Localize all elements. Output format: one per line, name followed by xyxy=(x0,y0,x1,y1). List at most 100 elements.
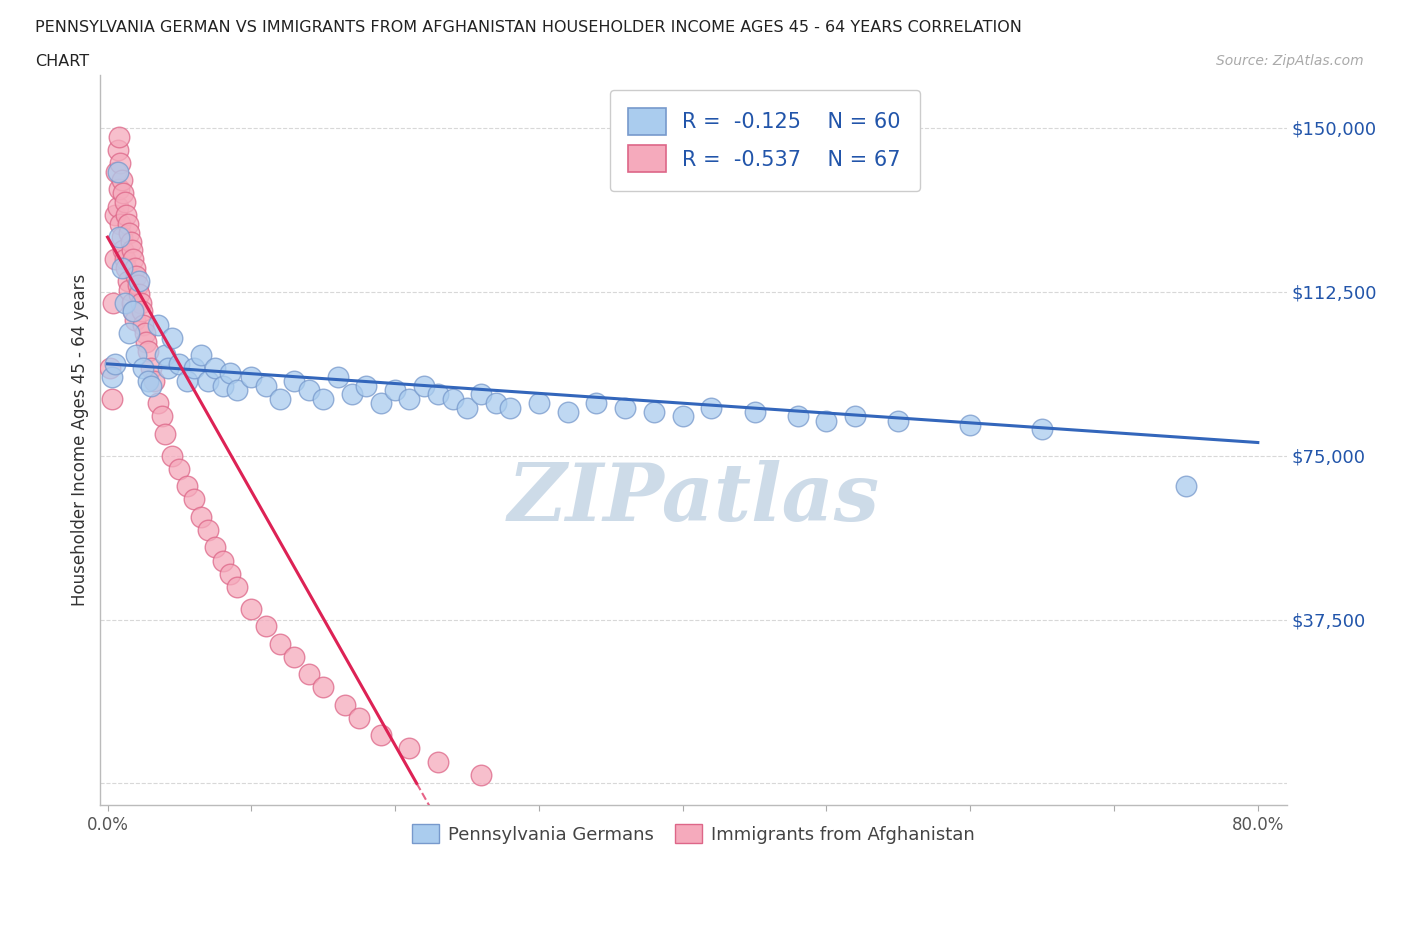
Point xyxy=(183,361,205,376)
Point xyxy=(211,553,233,568)
Point xyxy=(114,295,136,310)
Point xyxy=(557,405,579,419)
Legend: Pennsylvania Germans, Immigrants from Afghanistan: Pennsylvania Germans, Immigrants from Af… xyxy=(405,817,983,851)
Point xyxy=(169,461,191,476)
Point xyxy=(218,566,240,581)
Point xyxy=(1174,479,1197,494)
Point xyxy=(183,492,205,507)
Point xyxy=(108,230,131,245)
Point xyxy=(211,379,233,393)
Point xyxy=(153,348,176,363)
Point xyxy=(118,326,141,340)
Point xyxy=(441,392,464,406)
Point xyxy=(110,155,132,170)
Point xyxy=(959,418,981,432)
Point xyxy=(153,426,176,441)
Point xyxy=(121,243,143,258)
Point xyxy=(129,295,152,310)
Point xyxy=(128,273,150,288)
Point xyxy=(122,304,145,319)
Text: CHART: CHART xyxy=(35,54,89,69)
Point xyxy=(298,382,321,397)
Text: Source: ZipAtlas.com: Source: ZipAtlas.com xyxy=(1216,54,1364,68)
Point xyxy=(614,400,637,415)
Point xyxy=(226,579,249,594)
Point xyxy=(122,304,145,319)
Text: PENNSYLVANIA GERMAN VS IMMIGRANTS FROM AFGHANISTAN HOUSEHOLDER INCOME AGES 45 - : PENNSYLVANIA GERMAN VS IMMIGRANTS FROM A… xyxy=(35,20,1022,35)
Point xyxy=(672,409,695,424)
Point xyxy=(456,400,478,415)
Point xyxy=(110,217,132,232)
Point xyxy=(218,365,240,380)
Point xyxy=(427,387,450,402)
Point xyxy=(269,636,291,651)
Point xyxy=(815,413,838,428)
Point xyxy=(176,374,198,389)
Point xyxy=(347,711,370,725)
Point xyxy=(398,741,420,756)
Point xyxy=(120,234,142,249)
Point xyxy=(101,369,124,384)
Point xyxy=(114,194,136,209)
Point xyxy=(197,374,219,389)
Point xyxy=(139,379,162,393)
Point xyxy=(146,317,169,332)
Point xyxy=(643,405,665,419)
Point xyxy=(125,269,148,284)
Point xyxy=(269,392,291,406)
Point xyxy=(128,286,150,301)
Point xyxy=(470,767,492,782)
Point xyxy=(111,230,134,245)
Point xyxy=(283,649,305,664)
Point xyxy=(134,326,156,340)
Point xyxy=(384,382,406,397)
Point xyxy=(124,312,146,327)
Point xyxy=(427,754,450,769)
Y-axis label: Householder Income Ages 45 - 64 years: Householder Income Ages 45 - 64 years xyxy=(72,274,89,606)
Point xyxy=(131,304,153,319)
Point xyxy=(176,479,198,494)
Point xyxy=(107,199,129,214)
Point xyxy=(104,207,127,222)
Point xyxy=(117,217,139,232)
Point xyxy=(132,317,155,332)
Point xyxy=(111,260,134,275)
Point xyxy=(121,295,143,310)
Point xyxy=(108,129,131,144)
Point xyxy=(125,348,148,363)
Point xyxy=(107,142,129,157)
Point xyxy=(132,361,155,376)
Point xyxy=(254,618,277,633)
Point xyxy=(108,181,131,196)
Point xyxy=(412,379,434,393)
Point xyxy=(156,361,179,376)
Point xyxy=(326,369,349,384)
Point xyxy=(169,356,191,371)
Point xyxy=(112,186,135,201)
Point xyxy=(136,374,159,389)
Point xyxy=(135,335,157,350)
Point xyxy=(527,396,550,411)
Point xyxy=(114,251,136,266)
Point xyxy=(103,295,125,310)
Point xyxy=(786,409,808,424)
Point xyxy=(700,400,723,415)
Point xyxy=(240,601,263,616)
Point xyxy=(162,330,184,345)
Point xyxy=(340,387,363,402)
Point xyxy=(190,348,212,363)
Point xyxy=(312,680,335,695)
Point xyxy=(197,523,219,538)
Point xyxy=(100,361,122,376)
Text: ZIPatlas: ZIPatlas xyxy=(508,460,880,538)
Point xyxy=(146,396,169,411)
Point xyxy=(142,374,165,389)
Point xyxy=(887,413,910,428)
Point xyxy=(124,260,146,275)
Point xyxy=(312,392,335,406)
Point xyxy=(298,667,321,682)
Point xyxy=(118,282,141,297)
Point xyxy=(107,165,129,179)
Point xyxy=(104,251,127,266)
Point xyxy=(499,400,522,415)
